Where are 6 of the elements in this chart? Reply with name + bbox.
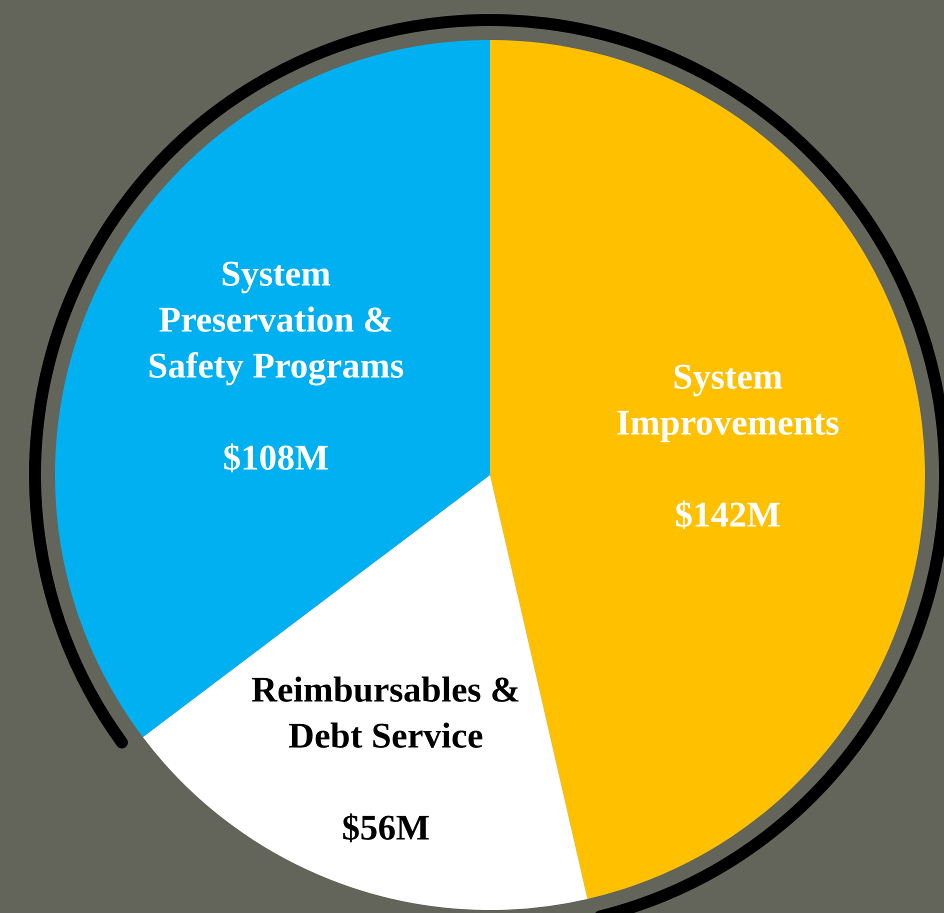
data-label: $56M xyxy=(342,808,430,848)
data-label: $108M xyxy=(222,438,329,478)
slice-label: System Preservation & Safety Programs xyxy=(148,254,404,386)
slice-label: System Improvements xyxy=(616,356,840,442)
slice-label: Reimbursables & Debt Service xyxy=(251,670,520,756)
data-label: $142M xyxy=(674,494,781,534)
